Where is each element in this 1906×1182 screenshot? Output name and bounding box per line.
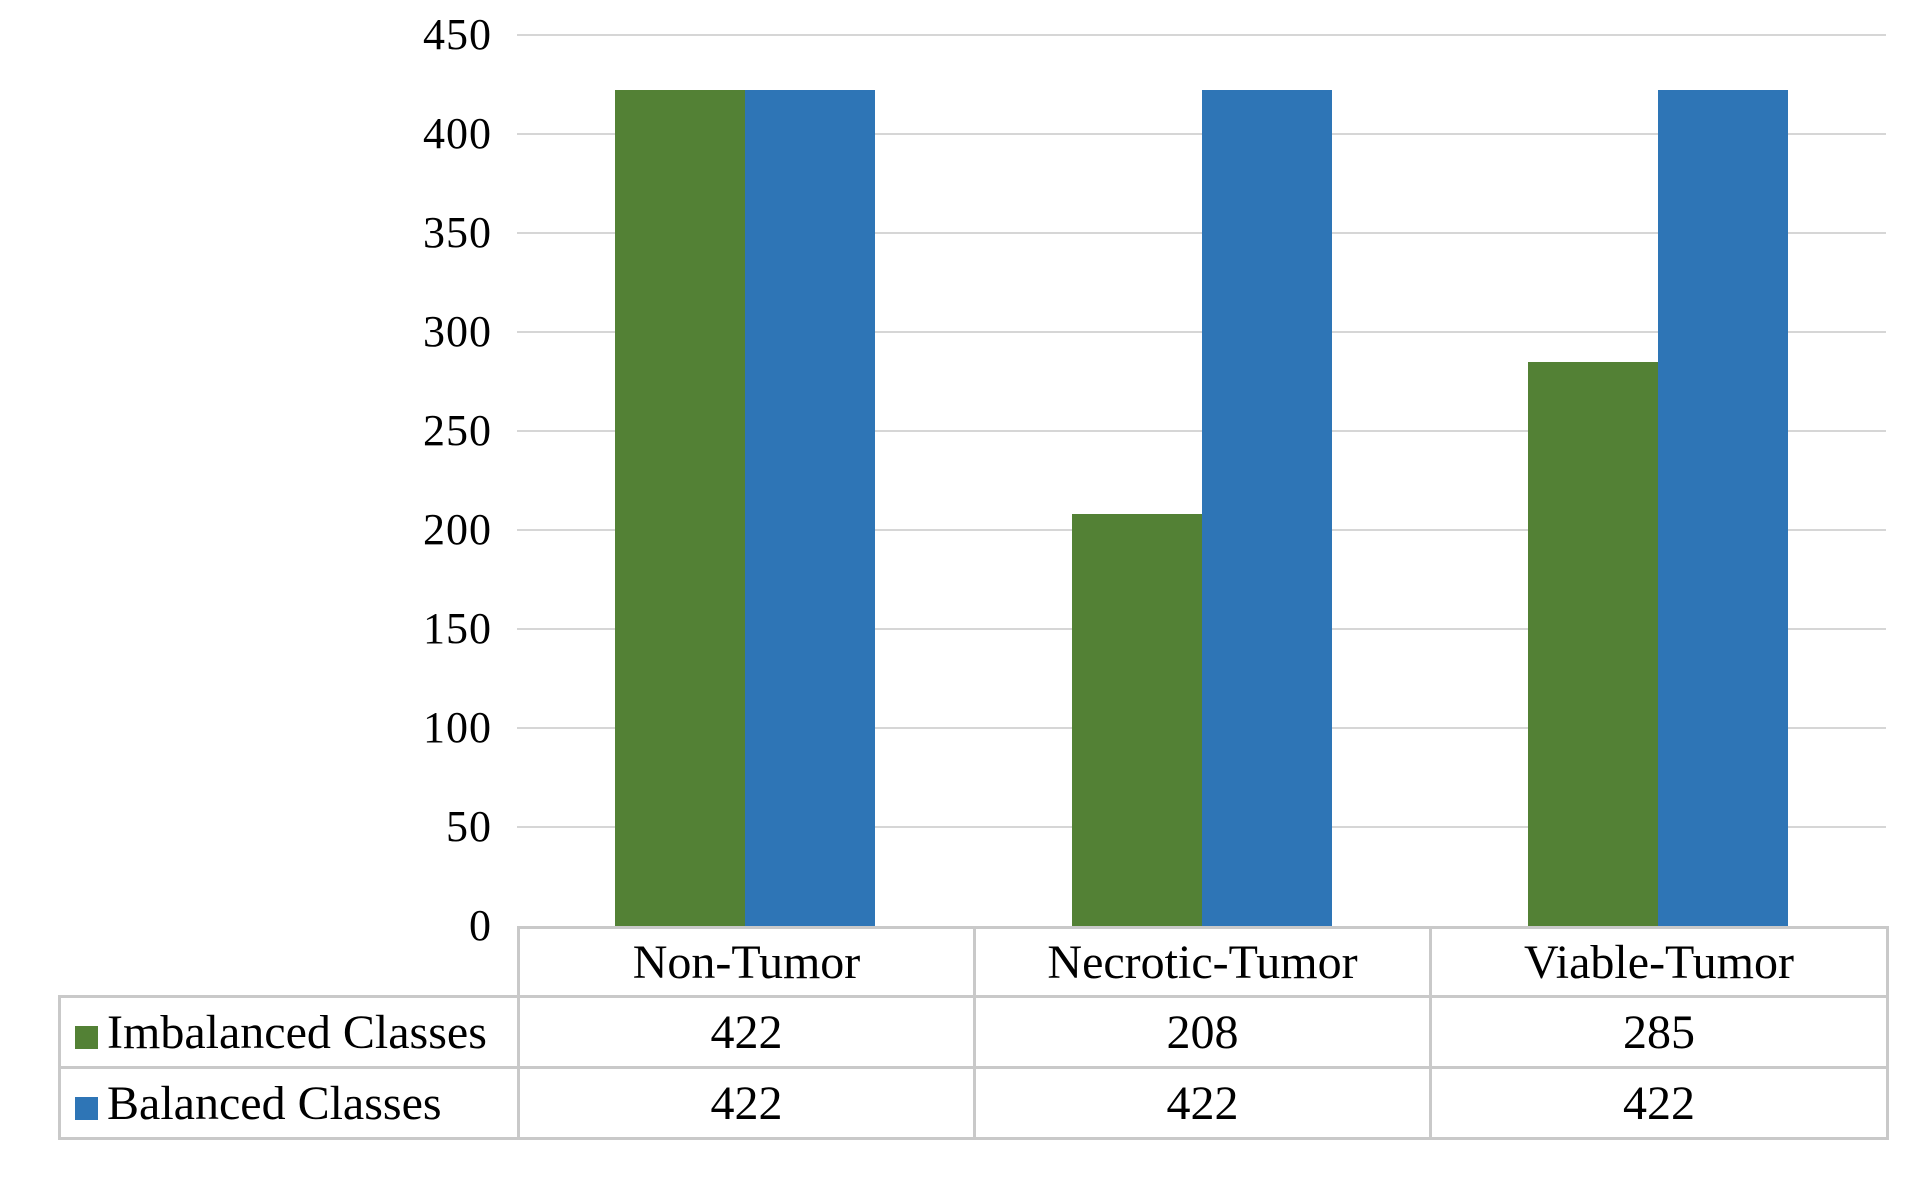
bar-imbalanced-classes-non-tumor [615,90,746,926]
gridline [517,34,1886,36]
y-tick-label: 100 [423,703,492,752]
balanced-classes-label-cell: Balanced Classes [58,1066,520,1140]
bar-imbalanced-classes-necrotic-tumor [1071,514,1202,926]
bar-imbalanced-classes-viable-tumor [1527,361,1658,926]
y-tick-label: 50 [446,802,492,851]
imbalanced-classes-label: Imbalanced Classes [107,1005,487,1059]
y-tick-label: 0 [469,901,492,950]
imbalanced-classes-row: Imbalanced Classes 422 208 285 [58,995,1889,1069]
data-table: Non-Tumor Necrotic-Tumor Viable-Tumor Im… [58,926,1889,1140]
blank-corner-cell [60,928,519,997]
bar-balanced-classes-viable-tumor [1657,90,1788,926]
y-tick-label: 300 [423,307,492,356]
balanced-necrotic-tumor-value: 422 [973,1066,1432,1140]
y-tick-label: 250 [423,406,492,455]
category-header-viable-tumor: Viable-Tumor [1429,926,1889,998]
y-tick-label: 200 [423,505,492,554]
balanced-classes-label: Balanced Classes [107,1076,442,1130]
imbalanced-necrotic-tumor-value: 208 [973,995,1432,1069]
imbalanced-non-tumor-value: 422 [517,995,976,1069]
y-axis-labels: 0 50 100 150 200 250 300 350 400 450 [0,0,492,1182]
imbalanced-legend-swatch-icon [75,1025,98,1049]
balanced-viable-tumor-value: 422 [1429,1066,1889,1140]
bar-balanced-classes-non-tumor [745,90,876,926]
y-tick-label: 350 [423,208,492,257]
balanced-non-tumor-value: 422 [517,1066,976,1140]
imbalanced-viable-tumor-value: 285 [1429,995,1889,1069]
y-tick-label: 400 [423,109,492,158]
balanced-classes-row: Balanced Classes 422 422 422 [58,1066,1889,1140]
category-header-row: Non-Tumor Necrotic-Tumor Viable-Tumor [60,926,1889,998]
balanced-legend-swatch-icon [75,1096,98,1120]
y-tick-label: 150 [423,604,492,653]
y-tick-label: 450 [423,10,492,59]
category-header-non-tumor: Non-Tumor [517,926,976,998]
bar-balanced-classes-necrotic-tumor [1201,90,1332,926]
imbalanced-classes-label-cell: Imbalanced Classes [58,995,520,1069]
plot-area [517,34,1886,926]
category-header-necrotic-tumor: Necrotic-Tumor [973,926,1432,998]
